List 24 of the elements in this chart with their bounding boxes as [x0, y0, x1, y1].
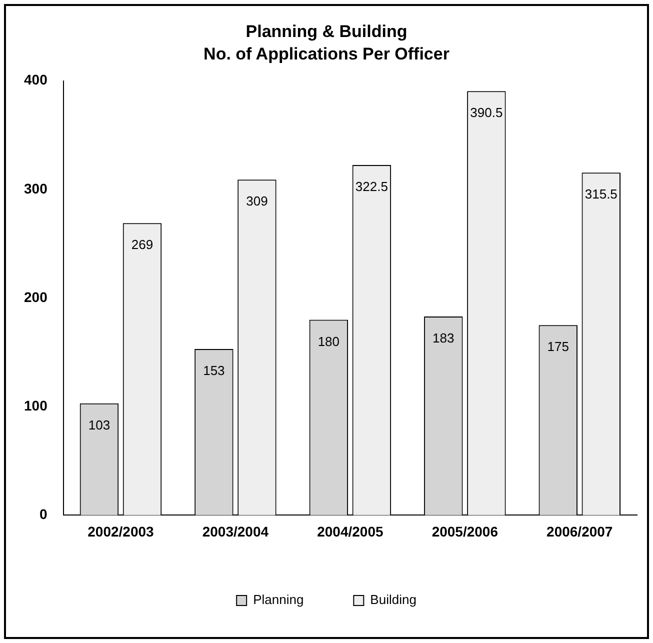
- y-tick-label: 0: [40, 506, 48, 522]
- legend-label: Building: [370, 592, 416, 608]
- x-tick-label: 2006/2007: [546, 523, 613, 540]
- data-label: 153: [203, 363, 225, 378]
- data-label: 269: [131, 237, 154, 252]
- y-tick-label: 100: [24, 397, 48, 414]
- data-label: 175: [547, 339, 569, 354]
- x-tick-label: 2003/2004: [202, 523, 269, 540]
- x-tick-label: 2005/2006: [432, 523, 498, 540]
- y-tick-label: 300: [24, 180, 48, 196]
- data-label: 390.5: [470, 105, 503, 120]
- data-label: 309: [246, 194, 268, 209]
- data-label: 103: [88, 417, 110, 432]
- data-label: 183: [432, 330, 454, 346]
- chart-title: Planning & Building: [246, 22, 408, 41]
- data-label: 315.5: [584, 186, 618, 202]
- y-tick-label: 200: [24, 288, 48, 305]
- legend-label: Planning: [253, 592, 304, 608]
- y-tick-label: 400: [24, 72, 48, 88]
- chart-subtitle: No. of Applications Per Officer: [204, 44, 450, 64]
- x-tick-label: 2004/2005: [317, 523, 384, 540]
- x-tick-label: 2002/2003: [88, 523, 154, 540]
- data-label: 180: [318, 334, 340, 349]
- data-label: 322.5: [355, 179, 388, 194]
